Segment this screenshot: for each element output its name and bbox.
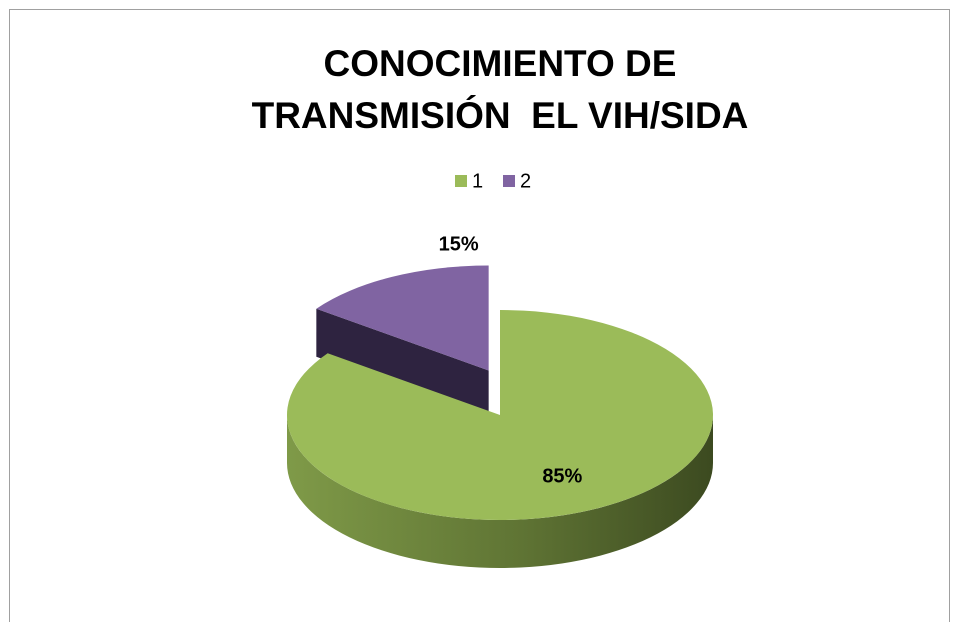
data-label: 85% — [542, 465, 582, 487]
data-label: 15% — [439, 234, 479, 256]
legend-swatch — [455, 175, 467, 187]
pie-slice — [286, 310, 713, 520]
legend-label: 2 — [520, 170, 531, 192]
slice-side — [287, 415, 713, 568]
legend-label: 1 — [472, 170, 483, 192]
legend-swatch — [503, 175, 515, 187]
slice-face — [316, 308, 489, 419]
chart-title: CONOCIMIENTO DE TRANSMISIÓN EL VIH/SIDA — [251, 43, 749, 136]
pie-slice — [316, 265, 489, 371]
